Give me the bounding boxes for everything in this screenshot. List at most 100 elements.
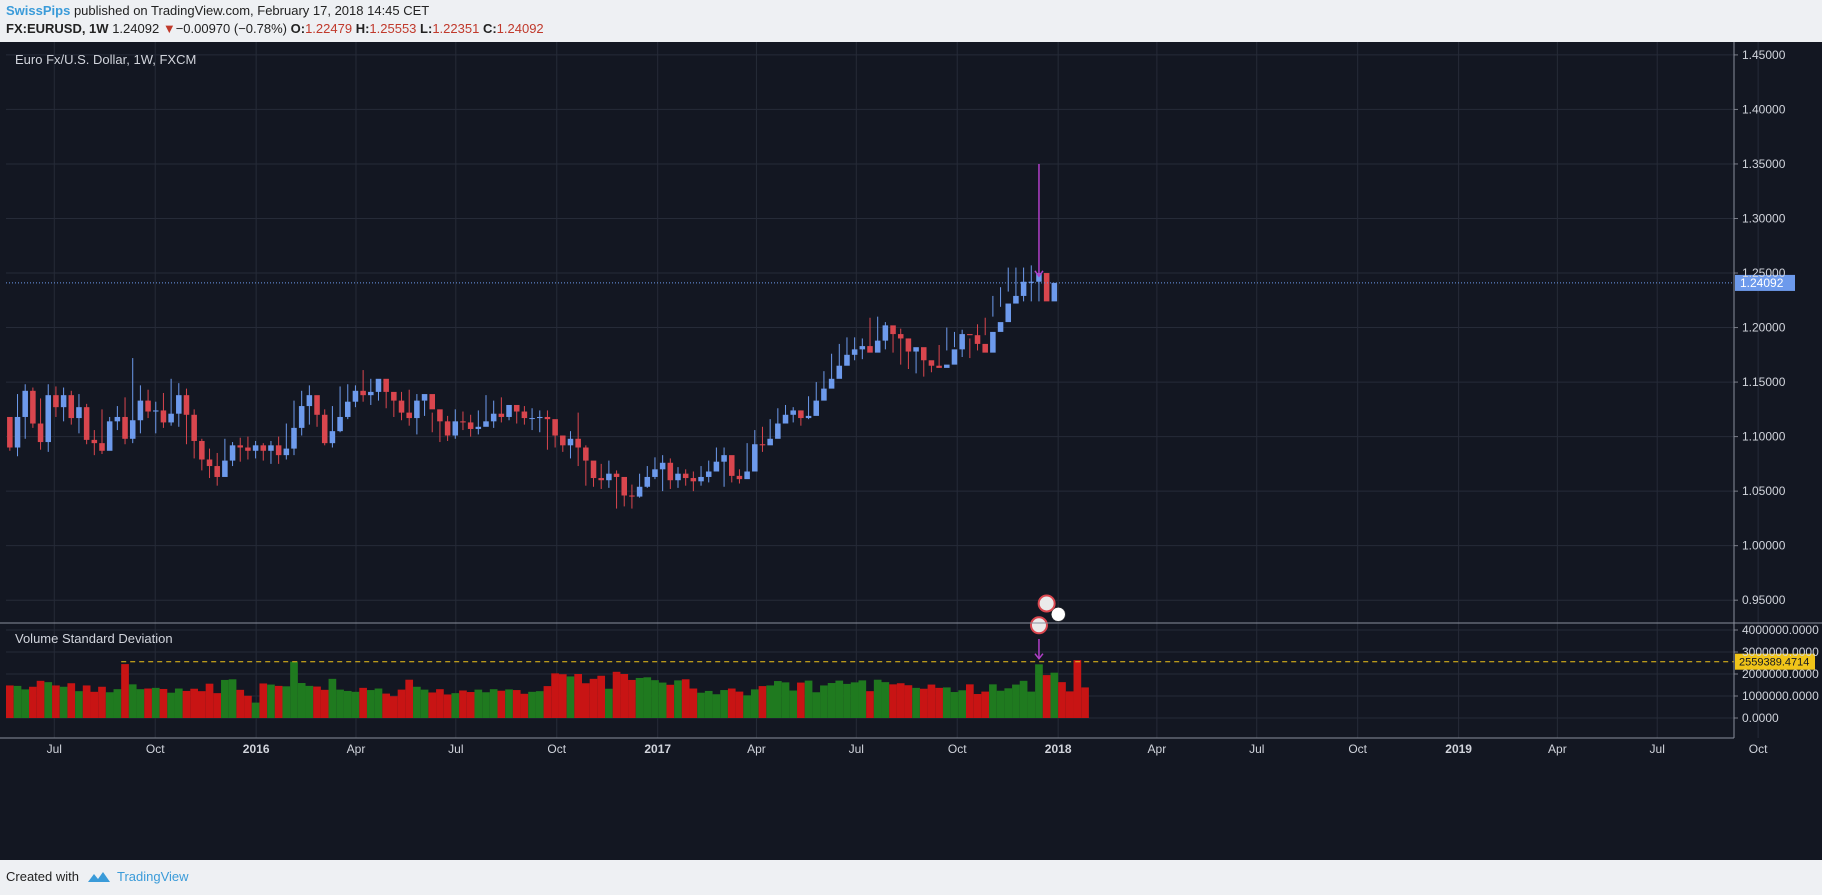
volume-bar (451, 693, 460, 718)
volume-bar (1012, 684, 1020, 718)
volume-bar (1081, 687, 1089, 718)
volume-bar (774, 681, 782, 718)
author-link[interactable]: SwissPips (6, 3, 71, 18)
candle-body (552, 419, 558, 436)
time-axis-label: Oct (547, 742, 566, 756)
candle-body (375, 378, 382, 392)
volume-bar (489, 689, 498, 718)
candle-body (721, 455, 727, 462)
time-axis-label: 2018 (1045, 742, 1072, 756)
candle-body (429, 394, 436, 410)
time-axis-label: Apr (1148, 742, 1167, 756)
volume-bar (290, 661, 298, 718)
candle-body (890, 325, 896, 335)
volume-bar (727, 688, 736, 718)
price-axis-label: 1.40000 (1742, 102, 1786, 116)
candle-body (859, 346, 866, 350)
volume-bar (597, 675, 606, 718)
volume-bar (896, 683, 905, 718)
event-count-badge (1051, 607, 1066, 622)
candle-body (22, 390, 28, 417)
candle-body (544, 416, 551, 420)
candle-body (152, 410, 159, 412)
candle-body (490, 413, 497, 422)
open-value: 1.22479 (305, 21, 353, 36)
last-price-label: 1.24092 (1740, 276, 1784, 290)
volume-axis-label: 0.0000 (1742, 711, 1779, 725)
candle-body (920, 347, 927, 361)
candle-body (897, 334, 904, 339)
published-text: published on TradingView.com, February 1… (73, 3, 430, 18)
candle-body (636, 486, 643, 497)
candle-body (675, 473, 681, 481)
candle-body (329, 431, 336, 444)
candle-body (53, 395, 59, 408)
volume-bar (351, 691, 360, 718)
volume-bar (21, 689, 30, 718)
candle-body (498, 413, 505, 417)
volume-bar (766, 685, 774, 718)
candle-body (260, 445, 267, 451)
candle-body (967, 334, 973, 336)
tradingview-link[interactable]: TradingView (116, 869, 189, 884)
candle-body (444, 421, 451, 436)
volume-bar (973, 694, 982, 718)
volume-bar (889, 684, 897, 718)
candle-body (421, 394, 428, 401)
volume-bar (128, 684, 137, 718)
volume-marker-badge (1735, 653, 1815, 670)
volume-bar (282, 686, 291, 718)
volume-bar (835, 680, 844, 718)
volume-bar (190, 688, 198, 718)
volume-bar (213, 693, 222, 718)
volume-bar (328, 678, 337, 718)
volume-bar (428, 692, 437, 718)
volume-bar (804, 680, 813, 718)
candle-body (874, 340, 881, 353)
volume-bar (919, 688, 928, 718)
time-axis-label: Oct (1749, 742, 1768, 756)
volume-bar (589, 678, 598, 718)
volume-bar (735, 691, 744, 718)
grid-lines (6, 42, 1759, 738)
price-change: −0.00970 (−0.78%) (175, 21, 287, 36)
volume-bar (59, 686, 68, 718)
volume-bar (228, 679, 237, 718)
volume-bar (743, 695, 751, 718)
volume-bar (950, 692, 959, 718)
volume-bar (812, 692, 821, 718)
volume-bar (850, 682, 859, 718)
candle-body (199, 440, 205, 460)
volume-bar (881, 682, 890, 718)
candle-body (60, 395, 67, 408)
candle-body (613, 473, 620, 477)
candle-body (928, 360, 935, 366)
volume-axis-label: 2000000.0000 (1742, 667, 1819, 681)
volume-bar (989, 684, 997, 718)
volume-bar (13, 685, 22, 718)
volume-bar (82, 685, 91, 718)
candle-body (229, 445, 236, 461)
volume-bar (459, 690, 467, 718)
volume-bar (6, 685, 14, 718)
volume-bar (620, 674, 629, 718)
chart-canvas[interactable]: 1.24092 2559389.4714 1.45000 1.40000 1.3500… (0, 42, 1822, 860)
candle-body (844, 354, 850, 366)
candle-body (598, 478, 604, 481)
candle-body (83, 407, 90, 440)
candle-body (122, 416, 128, 439)
publish-info: SwissPips published on TradingView.com, … (6, 3, 429, 18)
candle-body (337, 416, 343, 432)
candle-body (728, 455, 735, 476)
price-axis-label: 1.15000 (1742, 375, 1786, 389)
volume-bar (182, 690, 191, 718)
candle-body (713, 461, 720, 472)
volume-bar (750, 689, 759, 718)
volume-axis-label: 4000000.0000 (1742, 623, 1819, 637)
volume-axis-label: 1000000.0000 (1742, 689, 1819, 703)
volume-bar (274, 685, 283, 718)
candle-body (775, 423, 781, 439)
chart-background (0, 42, 1822, 860)
candle-body (936, 365, 942, 368)
volume-bar (305, 685, 314, 718)
